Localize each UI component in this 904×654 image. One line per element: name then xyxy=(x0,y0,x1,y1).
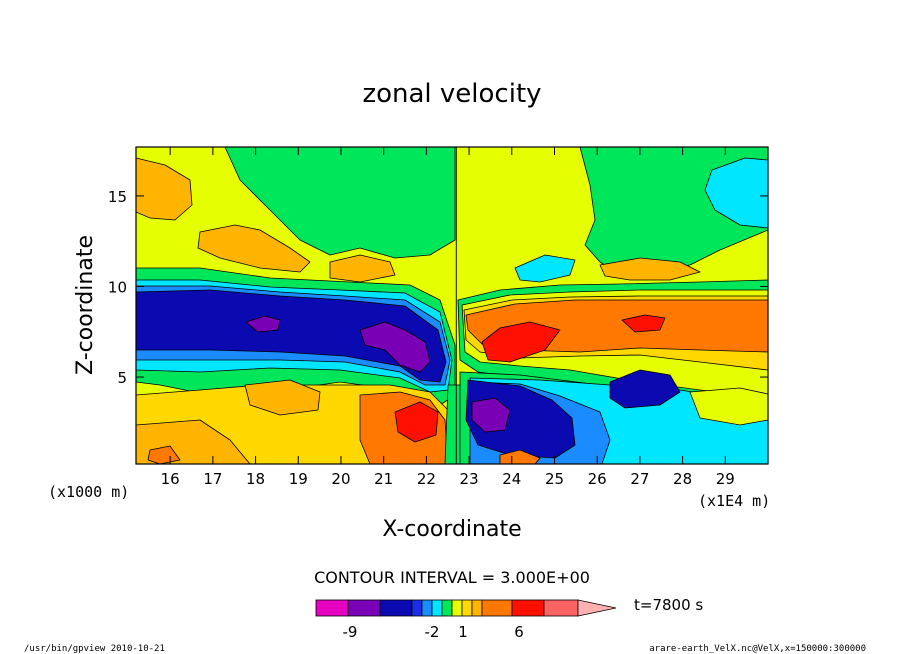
colorbar-swatch xyxy=(461,599,473,617)
contour-region-lower-right-blue-blob xyxy=(609,369,681,409)
y-tick-label: 5 xyxy=(117,369,127,387)
y-tick-label: 10 xyxy=(108,278,127,296)
colorbar-label: -2 xyxy=(425,623,440,641)
x-tick-label: 18 xyxy=(246,470,265,488)
contour-region-left-jet-purple-2 xyxy=(359,321,431,373)
contour-region-upper-green-center xyxy=(224,147,456,259)
x-tick-label: 27 xyxy=(630,470,649,488)
y-axis-label: Z-coordinate xyxy=(73,235,98,375)
footer-left: /usr/bin/gpview 2010-10-21 xyxy=(24,644,165,654)
contour-region-upper-orange-blob-2 xyxy=(329,254,396,283)
contour-region-lower-left-orange-blob xyxy=(244,379,321,416)
colorbar-label: 1 xyxy=(458,623,468,641)
contour-region-bottom-center-red-dot xyxy=(499,449,541,464)
contour-region-left-jet-blue xyxy=(136,289,447,383)
x-tick-label: 25 xyxy=(545,470,564,488)
y-unit-label: (x1000 m) xyxy=(48,483,129,501)
colorbar-swatch xyxy=(511,599,545,617)
contour-region-upper-left-orange xyxy=(136,157,193,221)
contour-region-upper-right-cyan-2 xyxy=(514,254,576,283)
contour-region-upper-right-cyan xyxy=(704,157,768,229)
x-tick-label: 24 xyxy=(502,470,521,488)
colorbar-swatch xyxy=(347,599,381,617)
x-axis-label: X-coordinate xyxy=(382,517,521,542)
colorbar-label: -9 xyxy=(343,623,358,641)
x-tick-label: 26 xyxy=(588,470,607,488)
colorbar-swatch xyxy=(543,599,579,617)
colorbar-swatch xyxy=(379,599,413,617)
x-tick-label: 16 xyxy=(161,470,180,488)
contour-region-right-jet-red-core xyxy=(481,321,561,363)
contour-region-upper-orange-right xyxy=(599,257,701,281)
x-tick-label: 22 xyxy=(417,470,436,488)
colorbar-swatch xyxy=(431,599,443,617)
plot-area xyxy=(136,147,768,464)
colorbar-swatch xyxy=(421,599,433,617)
colorbar-label: 6 xyxy=(514,623,524,641)
x-tick-label: 23 xyxy=(460,470,479,488)
contour-region-lower-left-red xyxy=(394,401,439,443)
plot-frame xyxy=(135,146,769,465)
y-axis-ticks: 5 10 15 xyxy=(108,188,768,387)
y-tick-label: 15 xyxy=(108,188,127,206)
footer-right: arare-earth_VelX.nc@VelX,x=150000:300000 xyxy=(649,644,866,654)
x-tick-label: 28 xyxy=(673,470,692,488)
contour-region-right-jet-red-small xyxy=(621,314,666,333)
contour-region-lower-right-gold xyxy=(689,387,768,426)
chart-title: zonal velocity xyxy=(362,79,541,109)
colorbar-swatch xyxy=(315,599,349,617)
x-tick-label: 19 xyxy=(289,470,308,488)
x-unit-label: (x1E4 m) xyxy=(698,492,770,510)
colorbar-swatch xyxy=(451,599,463,617)
contour-region-lower-right-purple xyxy=(471,397,511,433)
contour-region-left-jet-purple-1 xyxy=(245,315,281,333)
colorbar-swatch xyxy=(481,599,513,617)
contour-region-upper-orange-blob xyxy=(197,224,311,273)
x-tick-label: 21 xyxy=(374,470,393,488)
x-tick-label: 29 xyxy=(716,470,735,488)
colorbar-swatch xyxy=(411,599,423,617)
contour-interval-label: CONTOUR INTERVAL = 3.000E+00 xyxy=(314,568,590,587)
colorbar-swatch xyxy=(441,599,453,617)
x-axis-ticks: 16 17 18 19 20 21 22 23 24 25 26 27 28 29 xyxy=(161,147,735,488)
colorbar-swatch xyxy=(471,599,483,617)
x-tick-label: 17 xyxy=(203,470,222,488)
x-tick-label: 20 xyxy=(331,470,350,488)
time-label: t=7800 s xyxy=(634,596,703,614)
colorbar-arrow xyxy=(577,599,617,617)
colorbar: -9 -2 1 6 xyxy=(315,599,617,641)
